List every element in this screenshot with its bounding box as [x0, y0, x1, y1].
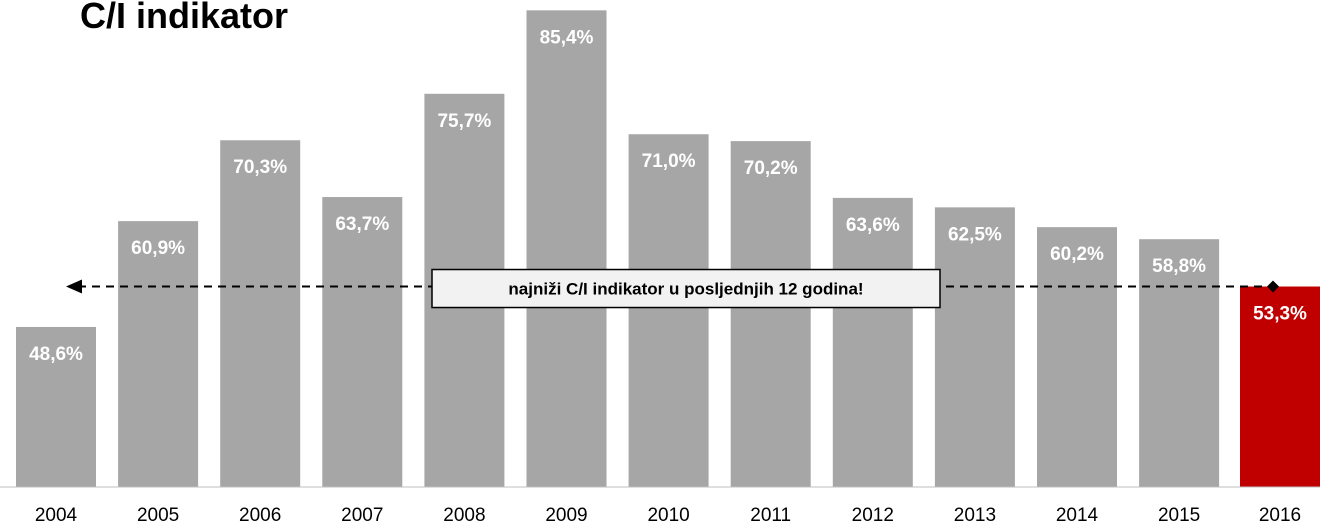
- x-tick-label: 2010: [647, 505, 689, 526]
- data-label: 58,8%: [1152, 256, 1206, 277]
- x-tick-label: 2004: [35, 505, 78, 526]
- bar: [832, 197, 913, 487]
- x-tick-label: 2014: [1056, 505, 1099, 526]
- bar: [16, 326, 96, 487]
- data-label: 60,2%: [1050, 244, 1104, 265]
- data-label: 53,3%: [1253, 304, 1307, 325]
- bar: [220, 140, 301, 487]
- data-label: 63,7%: [335, 214, 389, 235]
- bar: [934, 207, 1015, 488]
- x-tick-label: 2006: [239, 505, 281, 526]
- data-label: 75,7%: [437, 111, 491, 132]
- bar: [1240, 286, 1320, 487]
- diamond: [1267, 280, 1279, 293]
- bar: [1139, 239, 1220, 487]
- chart-title: C/I indikator: [80, 0, 288, 36]
- bar: [730, 141, 811, 487]
- x-tick-label: 2008: [443, 505, 485, 526]
- bar: [526, 10, 607, 488]
- x-tick-label: 2005: [137, 505, 179, 526]
- data-label: 70,3%: [233, 157, 287, 178]
- x-tick-label: 2016: [1259, 505, 1301, 526]
- x-tick-label: 2011: [750, 505, 791, 526]
- bar: [118, 221, 199, 488]
- x-tick-label: 2009: [545, 505, 587, 526]
- x-tick-label: 2013: [954, 505, 996, 526]
- bar: [1037, 227, 1117, 487]
- data-label: 85,4%: [540, 27, 594, 48]
- x-tick-label: 2007: [341, 505, 383, 526]
- data-label: 60,9%: [131, 238, 185, 259]
- annotation-box: [431, 268, 941, 309]
- data-label: 62,5%: [948, 224, 1002, 245]
- data-label: 63,6%: [846, 215, 900, 236]
- data-label: 70,2%: [744, 158, 798, 179]
- data-label: 71,0%: [642, 151, 696, 172]
- x-tick-label: 2015: [1158, 505, 1200, 526]
- x-tick-label: 2012: [852, 505, 894, 526]
- annotation: najniži C/I indikator u posljednjih 12 g…: [508, 280, 863, 299]
- arrow-head: [66, 279, 82, 294]
- bar: [322, 197, 403, 487]
- bar: [628, 134, 709, 488]
- data-label: 48,6%: [29, 344, 83, 365]
